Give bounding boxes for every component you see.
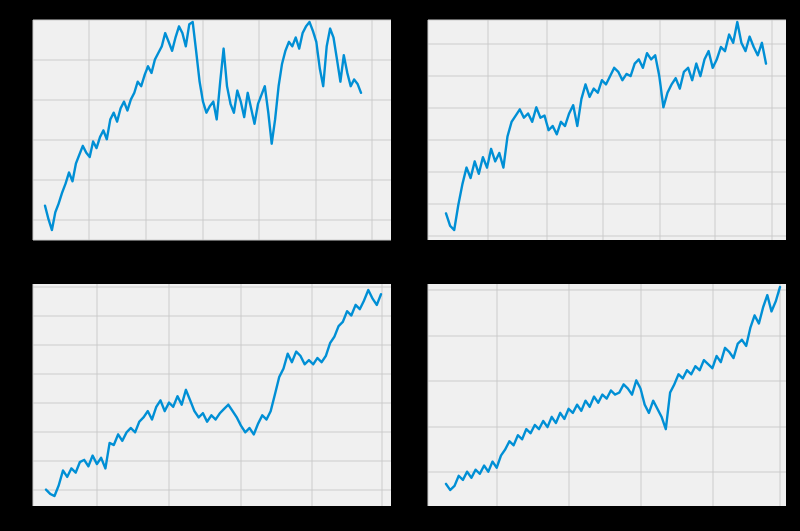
chart-panel-1 xyxy=(32,19,391,241)
plot-area xyxy=(33,284,391,506)
series-line-1 xyxy=(43,20,363,232)
series-line-1 xyxy=(44,288,383,498)
chart-panel-4 xyxy=(427,284,786,506)
plot-area xyxy=(428,20,786,240)
chart-panel-3 xyxy=(32,284,391,506)
series-line-1 xyxy=(444,20,768,232)
chart-panel-2 xyxy=(427,19,786,240)
plot-area xyxy=(33,20,391,240)
series-line-1 xyxy=(444,285,782,492)
